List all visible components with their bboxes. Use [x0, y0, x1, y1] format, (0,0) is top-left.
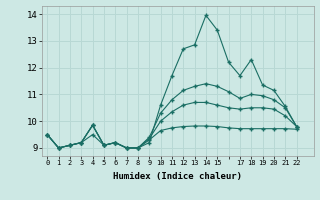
X-axis label: Humidex (Indice chaleur): Humidex (Indice chaleur) [113, 172, 242, 181]
